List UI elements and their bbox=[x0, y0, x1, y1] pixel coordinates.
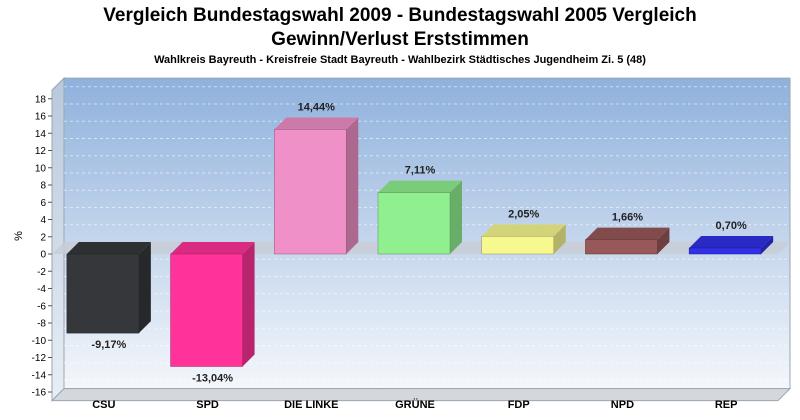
value-label: -9,17% bbox=[91, 339, 126, 351]
y-tick-label: -4 bbox=[37, 284, 46, 295]
chart-title: Vergleich Bundestagswahl 2009 - Bundesta… bbox=[103, 5, 697, 26]
bar-spd: -13,04% bbox=[170, 242, 255, 384]
y-tick-label: -12 bbox=[32, 353, 47, 364]
bar-front bbox=[688, 247, 762, 255]
bar-csu: -9,17% bbox=[66, 242, 151, 351]
value-label: 0,70% bbox=[716, 220, 747, 232]
bar-front bbox=[274, 129, 347, 255]
y-axis-ticks: 18 16 14 12 10 8 6 4 2 0 -2 -4 -6 -8 -10 -12 -14 -16 bbox=[32, 94, 52, 399]
bar-side bbox=[346, 117, 359, 254]
y-axis-label: % bbox=[13, 231, 25, 241]
y-tick-label: -14 bbox=[32, 370, 47, 381]
category-label: CSU bbox=[92, 399, 115, 411]
side-wall bbox=[51, 76, 65, 402]
bar-top bbox=[585, 227, 670, 240]
floor bbox=[50, 388, 792, 402]
category-label: REP bbox=[715, 399, 738, 411]
y-tick-label: 10 bbox=[35, 163, 47, 174]
bar-top bbox=[66, 242, 151, 254]
bar-front bbox=[170, 253, 243, 367]
y-tick-label: 16 bbox=[35, 112, 47, 123]
y-tick-label: 18 bbox=[35, 94, 47, 105]
category-label: NPD bbox=[611, 399, 634, 411]
bar-side bbox=[761, 235, 774, 254]
bar-front bbox=[377, 192, 451, 255]
bar-side bbox=[242, 242, 255, 367]
category-label: FDP bbox=[508, 399, 530, 411]
value-label: 7,11% bbox=[405, 165, 436, 177]
bar-fdp: 2,05% bbox=[481, 208, 566, 255]
bar-npd: 1,66% bbox=[585, 212, 670, 255]
value-label: 14,44% bbox=[298, 101, 336, 113]
bar-front bbox=[585, 239, 658, 255]
bars: -9,17% -13,04% 14,44% 7,11% 2,05% 1,66% 0,70% bbox=[66, 101, 774, 384]
bar-front bbox=[481, 236, 554, 255]
bar-side bbox=[553, 224, 566, 254]
y-tick-label: -6 bbox=[37, 301, 46, 312]
chart-subtitle: Wahlkreis Bayreuth - Kreisfreie Stadt Ba… bbox=[154, 54, 646, 66]
y-tick-label: -8 bbox=[37, 319, 46, 330]
value-label: -13,04% bbox=[192, 372, 233, 384]
bar-top bbox=[378, 180, 462, 193]
y-tick-label: 8 bbox=[40, 181, 46, 192]
y-tick-label: -2 bbox=[37, 267, 46, 278]
bar-grüne: 7,11% bbox=[377, 165, 462, 255]
chart-title-line2: Gewinn/Verlust Erststimmen bbox=[271, 29, 529, 50]
bar-side bbox=[450, 180, 462, 254]
y-tick-label: 0 bbox=[40, 250, 46, 261]
y-tick-label: -10 bbox=[32, 336, 47, 347]
bar-side bbox=[657, 227, 670, 254]
y-tick-label: 12 bbox=[35, 146, 47, 157]
y-tick-label: 6 bbox=[40, 198, 46, 209]
value-label: 1,66% bbox=[612, 212, 643, 224]
x-axis-categories: CSU SPD DIE LINKE GRÜNE FDP NPD REP bbox=[92, 398, 737, 411]
bar-die-linke: 14,44% bbox=[274, 101, 359, 255]
category-label: GRÜNE bbox=[395, 398, 435, 411]
bar-top bbox=[170, 242, 255, 254]
bar-top bbox=[481, 224, 566, 237]
y-tick-label: -16 bbox=[32, 388, 47, 399]
bar-front bbox=[66, 253, 140, 334]
y-tick-label: 4 bbox=[40, 215, 46, 226]
bar-top bbox=[274, 117, 359, 130]
bar-rep: 0,70% bbox=[688, 220, 774, 255]
bar-top bbox=[689, 235, 774, 248]
category-label: SPD bbox=[196, 399, 219, 411]
y-tick-label: 14 bbox=[35, 129, 47, 140]
y-tick-label: 2 bbox=[40, 232, 46, 243]
bar-side bbox=[138, 242, 151, 334]
category-label: DIE LINKE bbox=[284, 399, 338, 411]
value-label: 2,05% bbox=[508, 208, 539, 220]
